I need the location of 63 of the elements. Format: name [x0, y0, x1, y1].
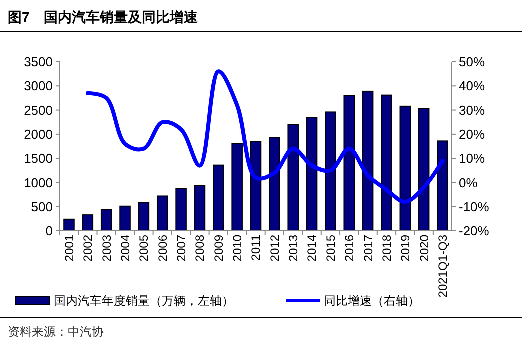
y-tick-label: 1500: [24, 151, 53, 166]
bar: [250, 141, 262, 232]
x-tick-label: 2005: [137, 234, 152, 262]
bar: [176, 188, 187, 232]
x-tick-label: 2021Q1-Q3: [436, 234, 450, 298]
y2-tick-label: 40%: [459, 78, 486, 94]
y2-tick-label: 20%: [459, 126, 486, 142]
bar: [288, 124, 299, 232]
x-tick-label: 2018: [380, 234, 394, 262]
x-tick-label: 2001: [62, 234, 76, 262]
y-tick-label: 3000: [24, 78, 53, 94]
bar: [120, 206, 131, 232]
x-tick-label: 2007: [174, 234, 188, 262]
bar: [306, 117, 318, 232]
y2-tick-label: -10%: [459, 199, 490, 214]
text: 资料来源：中汽协: [8, 325, 104, 339]
x-tick-label: 2019: [398, 234, 413, 262]
x-tick-label: 2013: [286, 234, 301, 262]
y-tick-label: 500: [31, 199, 53, 214]
bar: [194, 185, 206, 232]
bar: [400, 106, 412, 232]
bar: [82, 214, 94, 232]
bar: [64, 218, 75, 232]
y-tick-label: 3500: [24, 54, 53, 70]
x-tick-label: 2014: [305, 234, 320, 262]
line-series: [86, 70, 445, 204]
x-tick-label: 2006: [156, 234, 170, 262]
legend-label: 同比增速（右轴）: [324, 294, 420, 308]
x-tick-label: 2011: [249, 234, 264, 261]
y2-tick-label: -20%: [459, 224, 490, 239]
x-tick-label: 2008: [193, 234, 208, 262]
bar: [362, 90, 374, 232]
x-tick-label: 2009: [212, 234, 226, 262]
legend-label: 国内汽车年度销量（万辆，左轴）: [54, 294, 234, 308]
y2-tick-label: 10%: [459, 151, 486, 166]
x-tick-label: 2016: [342, 234, 357, 262]
bar: [138, 202, 150, 232]
bar: [100, 209, 112, 232]
x-tick-label: 2010: [230, 234, 245, 262]
bar: [232, 143, 243, 232]
x-tick-label: 2003: [100, 234, 114, 262]
x-tick-label: 2020: [417, 234, 432, 262]
bar: [269, 137, 280, 232]
y2-tick-label: 0%: [459, 175, 478, 190]
bar: [213, 164, 224, 232]
x-tick-label: 2012: [268, 234, 282, 262]
bar: [418, 108, 430, 232]
chart-title: 图7 国内汽车销量及同比增速: [8, 9, 199, 25]
x-tick-label: 2004: [118, 234, 132, 262]
bar: [156, 196, 168, 232]
bar: [381, 94, 392, 232]
bar: [325, 112, 336, 232]
bar: [437, 140, 448, 232]
y-tick-label: 2000: [24, 126, 53, 142]
x-tick-label: 2002: [81, 234, 96, 262]
bar: [344, 95, 356, 232]
y-tick-label: 2500: [24, 102, 53, 118]
y2-tick-label: 50%: [459, 54, 486, 70]
y-tick-label: 1000: [24, 175, 53, 190]
y2-tick-label: 30%: [459, 102, 486, 118]
y-tick-label: 0: [46, 224, 53, 239]
x-tick-label: 2015: [324, 234, 338, 262]
x-tick-label: 2017: [361, 234, 376, 262]
